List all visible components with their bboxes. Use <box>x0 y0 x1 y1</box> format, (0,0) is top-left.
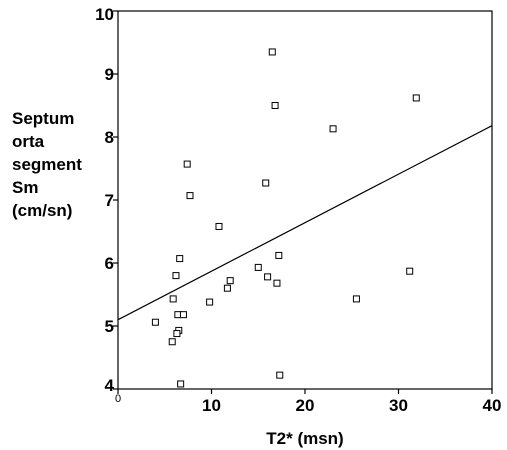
data-point <box>176 255 184 263</box>
data-point <box>352 295 360 303</box>
y-tick-label: 7 <box>105 191 114 210</box>
data-point <box>412 94 420 102</box>
data-point <box>174 311 182 319</box>
x-tick-label: 0 <box>115 393 121 405</box>
data-point <box>168 338 176 346</box>
y-tick-label: 10 <box>95 5 114 24</box>
x-axis-ticks: 0 10 20 30 40 <box>115 389 502 415</box>
y-tick-label: 6 <box>105 254 114 273</box>
y-axis-label-line: Septum <box>12 109 75 128</box>
data-point <box>151 318 159 326</box>
data-point <box>276 371 284 379</box>
y-axis-label: Septum orta segment Sm (cm/sn) <box>12 107 122 222</box>
y-tick-label: 9 <box>105 65 114 84</box>
data-point <box>264 273 272 281</box>
data-point <box>406 267 414 275</box>
data-point <box>183 160 191 168</box>
data-point <box>215 222 223 230</box>
data-point <box>273 279 281 287</box>
data-point <box>179 311 187 319</box>
data-point <box>177 380 185 388</box>
x-tick-label: 10 <box>202 396 221 415</box>
data-point <box>173 330 181 338</box>
regression-line <box>117 125 493 321</box>
y-tick-label: 5 <box>105 317 114 336</box>
x-tick-label: 40 <box>483 396 502 415</box>
data-point <box>262 179 270 187</box>
y-axis-ticks: 4 5 6 7 8 9 10 <box>95 5 118 395</box>
data-point <box>271 102 279 109</box>
y-axis-label-line: Sm <box>12 178 39 197</box>
x-tick-label: 30 <box>389 396 408 415</box>
data-point <box>223 284 231 292</box>
data-point <box>275 251 283 259</box>
x-axis-label: T2* (msn) <box>266 429 343 448</box>
y-axis-label-line: segment <box>12 155 82 174</box>
data-point <box>206 298 214 306</box>
y-tick-label: 4 <box>105 376 115 395</box>
x-tick-label: 20 <box>296 396 315 415</box>
y-tick-label: 8 <box>105 128 114 147</box>
data-point <box>172 272 180 280</box>
data-point <box>254 263 262 271</box>
data-point <box>329 125 337 133</box>
y-axis-label-line: orta <box>12 132 45 151</box>
data-point <box>268 48 276 56</box>
y-axis-label-line: (cm/sn) <box>12 201 73 220</box>
data-points <box>151 48 420 388</box>
data-point <box>186 192 194 200</box>
data-point <box>226 277 234 285</box>
data-point <box>169 295 177 303</box>
